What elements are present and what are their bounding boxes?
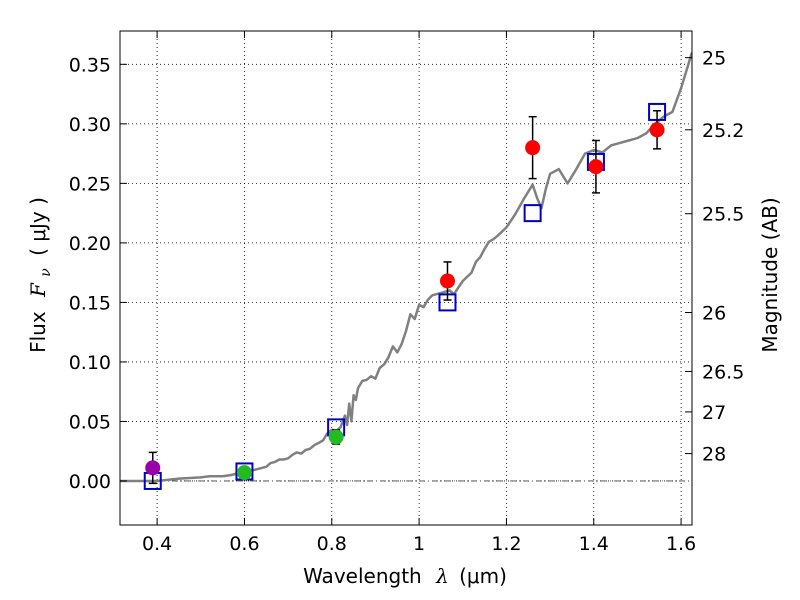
right-tick-label: 27 [702,402,726,424]
right-tick-label: 25.5 [702,204,744,226]
x-tick-label: 1 [413,533,425,555]
x-tick-label: 0.6 [229,533,259,555]
y-tick-label: 0.30 [69,114,111,136]
observed-point [525,140,541,156]
y-tick-label: 0.10 [69,352,111,374]
x-tick-label: 1.4 [579,533,609,555]
observed-point [328,429,344,445]
y-axis-label: Flux F ν ( μJy ) [26,197,55,353]
observed-point [236,465,252,481]
x-ticks: 0.4 0.6 0.8 1 1.2 1.4 1.6 [142,31,696,555]
right-axis-label: Magnitude (AB) [758,197,782,352]
right-tick-label: 26 [702,303,726,325]
x-tick-label: 1.6 [666,533,696,555]
observed-point [588,159,604,175]
y-ticks: 0.00 0.05 0.10 0.15 0.20 0.25 0.30 0.35 [69,54,127,493]
y-tick-label: 0.25 [69,173,111,195]
right-tick-label: 26.5 [702,361,744,383]
plot-frame [119,30,693,526]
right-magnitude-ticks: 25 25.2 25.5 26 26.5 27 28 [685,48,744,466]
observed-point [649,122,665,138]
y-tick-label: 0.05 [69,411,111,433]
right-tick-label: 25 [702,48,726,70]
x-tick-label: 1.2 [491,533,521,555]
y-tick-label: 0.35 [69,54,111,76]
model-spectrum-layer [120,52,692,483]
right-tick-label: 28 [702,444,726,466]
observed-point [439,273,455,289]
observed-points-layer [145,110,665,485]
right-tick-label: 25.2 [702,120,744,142]
grid-lines [120,31,692,525]
plot-area [120,52,692,490]
y-tick-label: 0.15 [69,292,111,314]
x-axis-label: Wavelength λ (μm) [303,564,507,588]
x-tick-label: 0.4 [142,533,172,555]
model-spectrum-line [120,52,692,483]
model-photometry-layer [143,102,667,490]
y-tick-label: 0.00 [69,471,111,493]
model-photometry-square [523,204,542,223]
y-tick-label: 0.20 [69,233,111,255]
x-tick-label: 0.8 [317,533,347,555]
observed-point [145,460,161,476]
